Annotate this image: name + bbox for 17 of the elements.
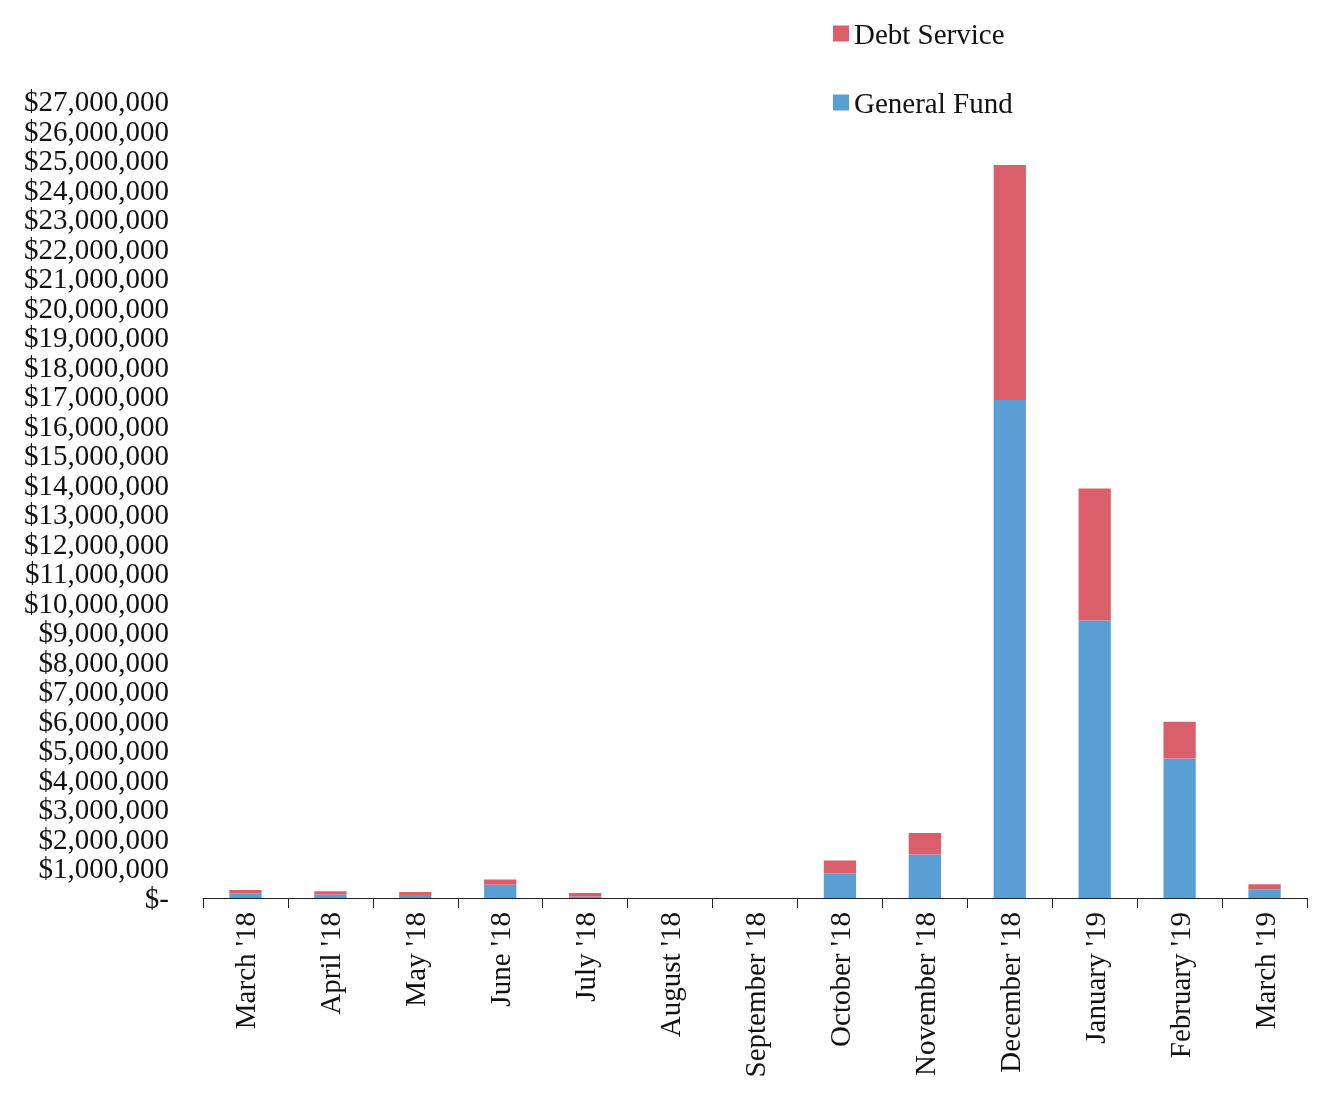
y-tick-label: $- bbox=[144, 882, 169, 914]
x-tick-label: August '18 bbox=[654, 912, 687, 1038]
x-tick-label: March '19 bbox=[1248, 912, 1281, 1030]
x-tick-label: March '18 bbox=[229, 912, 262, 1030]
x-tick-label: June '18 bbox=[484, 912, 517, 1007]
legend-label: Debt Service bbox=[854, 17, 1005, 50]
legend-label: General Fund bbox=[854, 86, 1014, 119]
x-tick-label: January '19 bbox=[1078, 912, 1111, 1044]
x-tick-label: May '18 bbox=[399, 912, 432, 1007]
x-tick-label: April '18 bbox=[314, 912, 347, 1015]
x-tick-label: December '18 bbox=[993, 912, 1026, 1073]
y-tick-label: $27,000,000 bbox=[24, 85, 169, 117]
x-tick-label: November '18 bbox=[908, 912, 941, 1076]
x-tick-label: October '18 bbox=[823, 912, 856, 1047]
x-tick-label: July '18 bbox=[569, 912, 602, 1002]
x-tick-label: February '19 bbox=[1163, 912, 1196, 1059]
x-tick-label: September '18 bbox=[739, 912, 771, 1078]
